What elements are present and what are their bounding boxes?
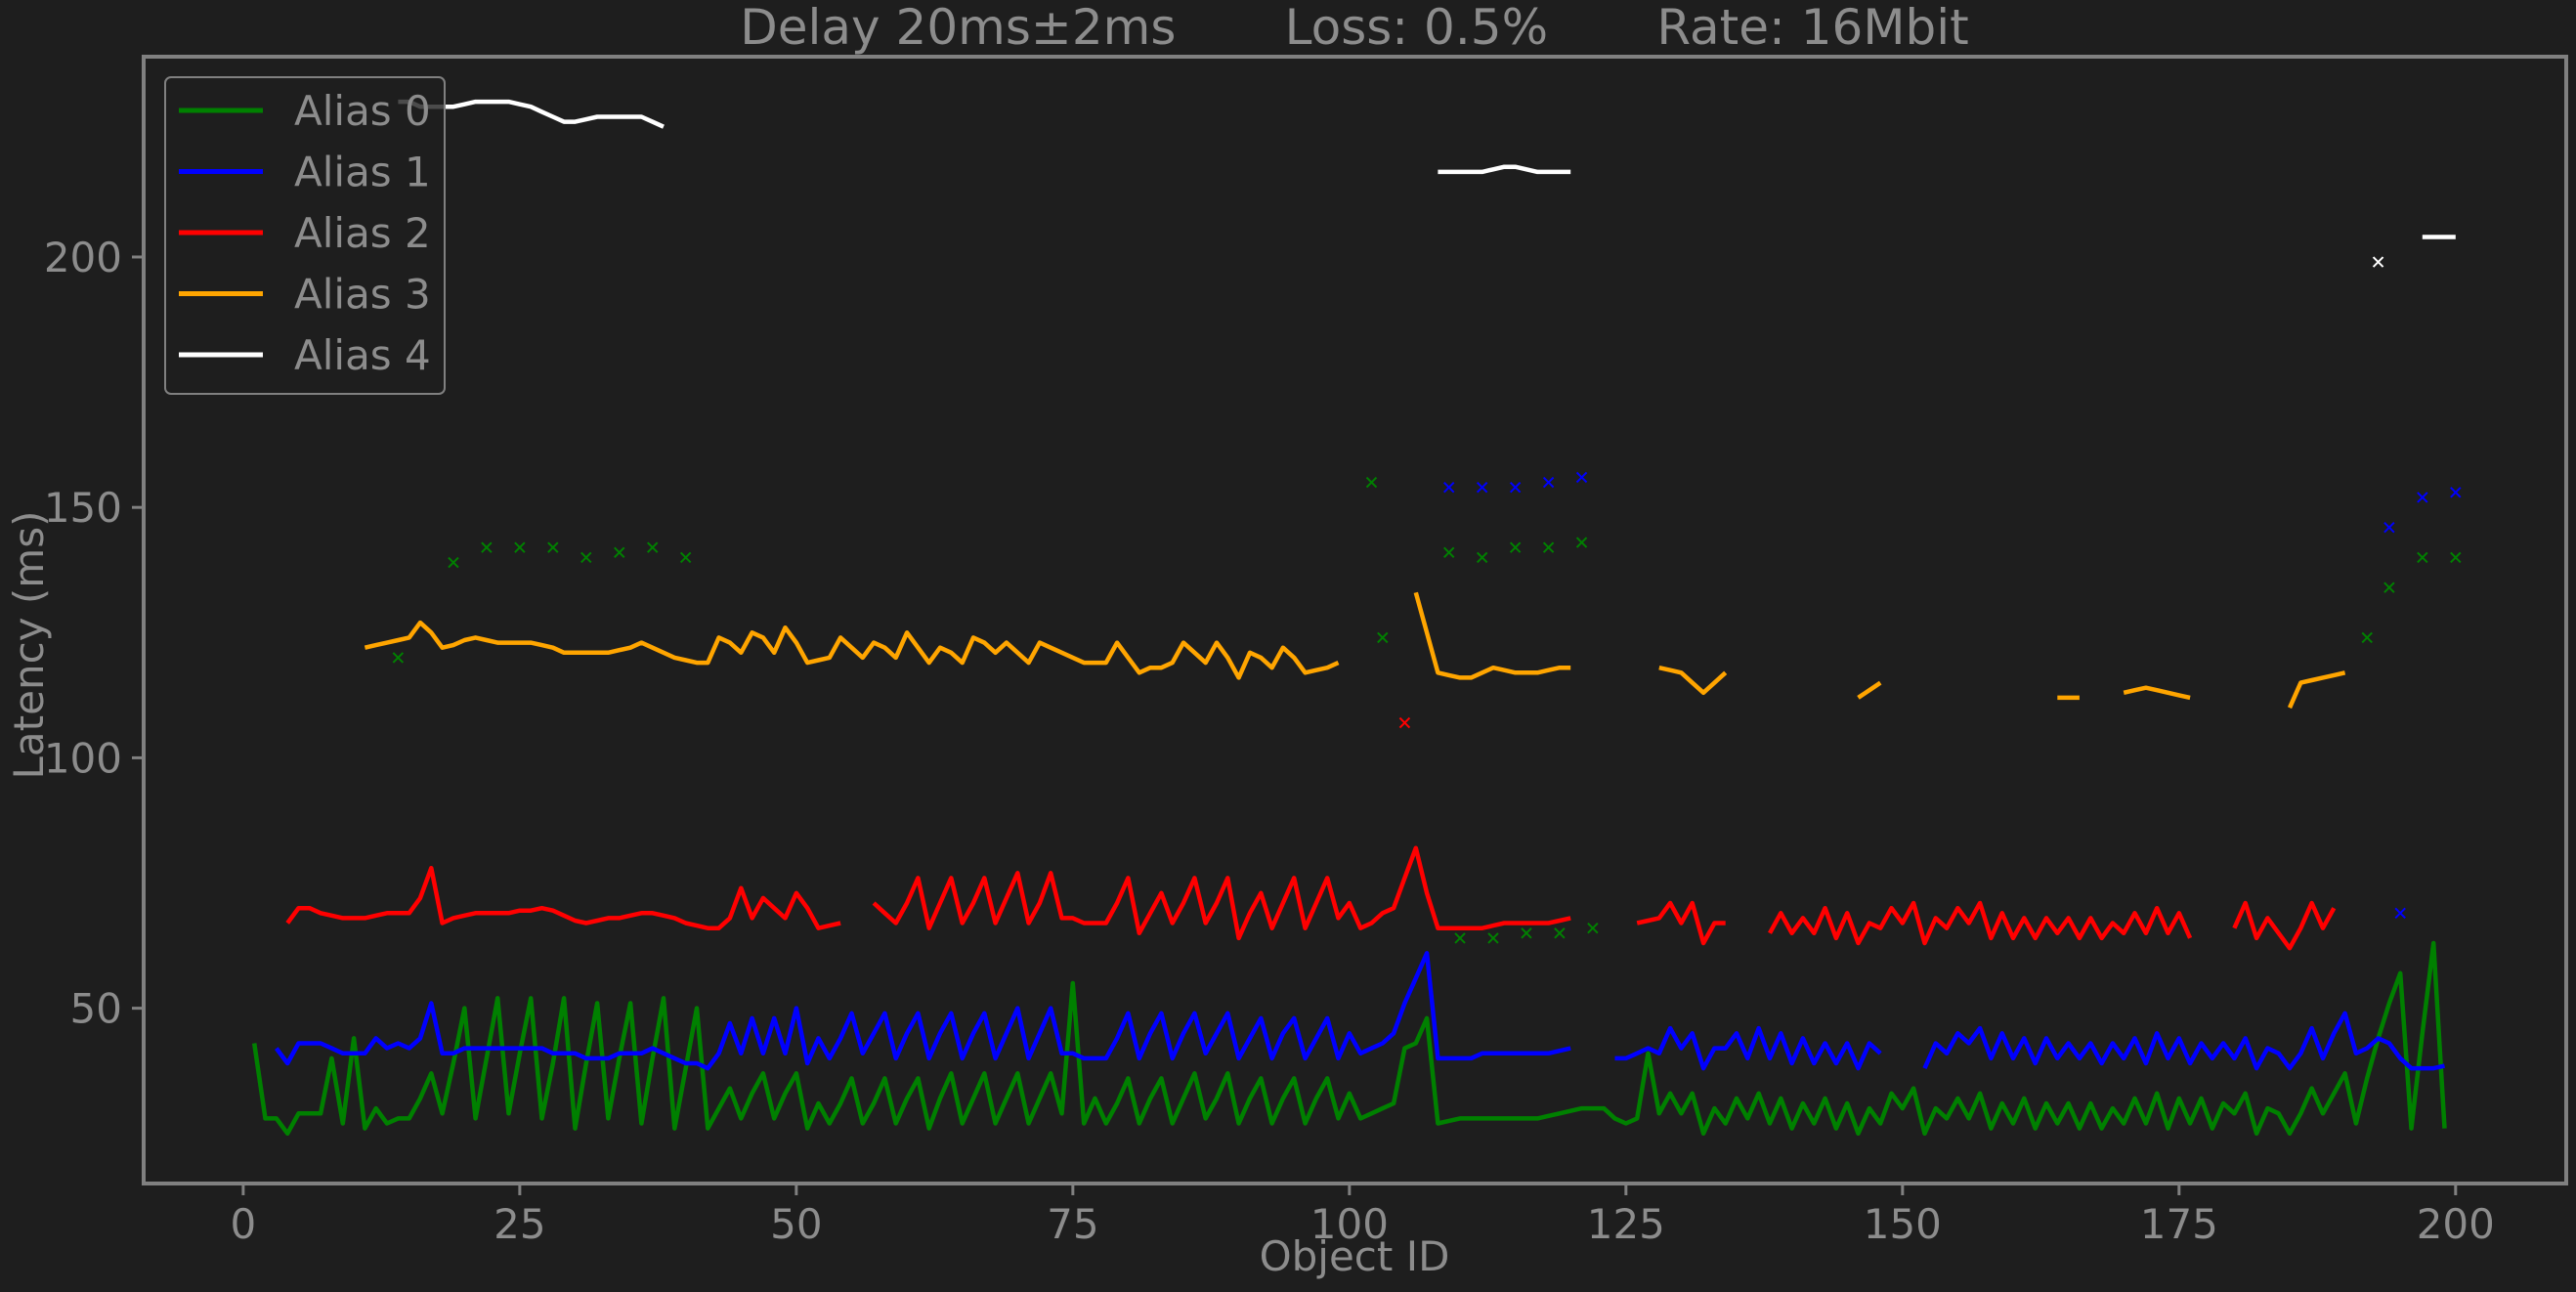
- series-0: [251, 476, 2462, 1137]
- data-point-marker: [514, 541, 526, 553]
- series-line: [2287, 670, 2346, 710]
- legend-label: Alias 0: [294, 87, 431, 135]
- x-axis-label: Object ID: [1260, 1232, 1450, 1280]
- legend-label: Alias 3: [294, 271, 431, 319]
- data-point-marker: [2450, 487, 2462, 498]
- data-point-marker: [646, 541, 659, 553]
- series-line: [872, 845, 1571, 941]
- series-line: [274, 951, 1571, 1071]
- x-tick-label: 125: [1587, 1200, 1665, 1248]
- data-point-marker: [1377, 631, 1389, 644]
- data-point-marker: [1509, 481, 1522, 494]
- data-point-marker: [1443, 481, 1455, 494]
- series-line: [251, 940, 2447, 1137]
- series-line: [1636, 900, 1726, 946]
- data-point-marker: [547, 541, 559, 553]
- x-tick-label: 75: [1047, 1200, 1098, 1248]
- data-point-marker: [1476, 551, 1488, 564]
- data-point-marker: [1587, 922, 1599, 934]
- data-point-marker: [2372, 256, 2384, 268]
- x-tick-label: 50: [770, 1200, 822, 1248]
- axes-frame: [142, 55, 2568, 1185]
- data-point-marker: [1542, 476, 1555, 489]
- data-point-marker: [2383, 581, 2395, 593]
- data-point-marker: [1443, 546, 1455, 559]
- legend-label: Alias 4: [294, 331, 431, 379]
- data-point-marker: [2417, 492, 2428, 503]
- data-point-marker: [2383, 521, 2395, 534]
- legend-label: Alias 2: [294, 209, 431, 257]
- y-tick-label: 200: [44, 234, 122, 281]
- data-point-marker: [614, 546, 625, 559]
- data-point-marker: [1487, 932, 1499, 944]
- ticks-layer: 0 25 50 75 100 125 150 175 200 50 100 150 200: [44, 234, 2495, 1248]
- series-line: [285, 865, 841, 930]
- data-point-marker: [679, 551, 692, 564]
- data-point-marker: [1575, 537, 1588, 548]
- y-tick-label: 100: [44, 734, 122, 782]
- series-line: [364, 620, 1340, 680]
- legend-label: Alias 1: [294, 149, 431, 196]
- y-tick-label: 50: [70, 985, 122, 1033]
- data-point-marker: [2361, 631, 2373, 644]
- series-1: [274, 471, 2462, 1071]
- data-point-marker: [2394, 907, 2406, 919]
- data-point-marker: [1476, 481, 1488, 494]
- series-2: [285, 716, 2337, 951]
- data-point-marker: [1509, 541, 1522, 553]
- data-point-marker: [2450, 551, 2462, 564]
- data-point-marker: [1542, 541, 1555, 553]
- data-point-marker: [1454, 932, 1466, 944]
- data-point-marker: [580, 551, 592, 564]
- series-line: [2123, 685, 2191, 701]
- series-layer: [251, 99, 2462, 1137]
- series-3: [364, 591, 2346, 710]
- x-tick-label: 0: [231, 1200, 257, 1248]
- y-axis-label: Latency (ms): [5, 511, 53, 780]
- legend: Alias 0 Alias 1 Alias 2 Alias 3 Alias 4: [164, 76, 446, 395]
- series-line: [1857, 680, 1882, 700]
- series-line: [1614, 1025, 1882, 1071]
- data-point-marker: [448, 556, 459, 569]
- x-tick-label: 175: [2140, 1200, 2218, 1248]
- data-point-marker: [1554, 927, 1566, 939]
- y-tick-label: 150: [44, 484, 122, 532]
- series-line: [1922, 1011, 2445, 1071]
- data-point-marker: [1398, 716, 1411, 729]
- x-tick-label: 150: [1864, 1200, 1942, 1248]
- x-tick-label: 200: [2417, 1200, 2495, 1248]
- chart-title: Delay 20ms±2ms Loss: 0.5% Rate: 16Mbit: [740, 0, 1968, 56]
- data-point-marker: [2417, 551, 2428, 564]
- legend-box: [164, 76, 446, 395]
- series-line: [2232, 900, 2337, 951]
- data-point-marker: [481, 541, 493, 553]
- series-line: [1413, 591, 1571, 680]
- series-line: [1768, 900, 2193, 946]
- data-point-marker: [1365, 476, 1378, 489]
- x-tick-label: 25: [494, 1200, 545, 1248]
- series-line: [1658, 666, 1728, 696]
- x-tick-label: 100: [1310, 1200, 1389, 1248]
- series-line: [1438, 164, 1571, 175]
- data-point-marker: [1575, 471, 1588, 484]
- data-point-marker: [392, 652, 405, 664]
- data-point-marker: [1521, 927, 1532, 939]
